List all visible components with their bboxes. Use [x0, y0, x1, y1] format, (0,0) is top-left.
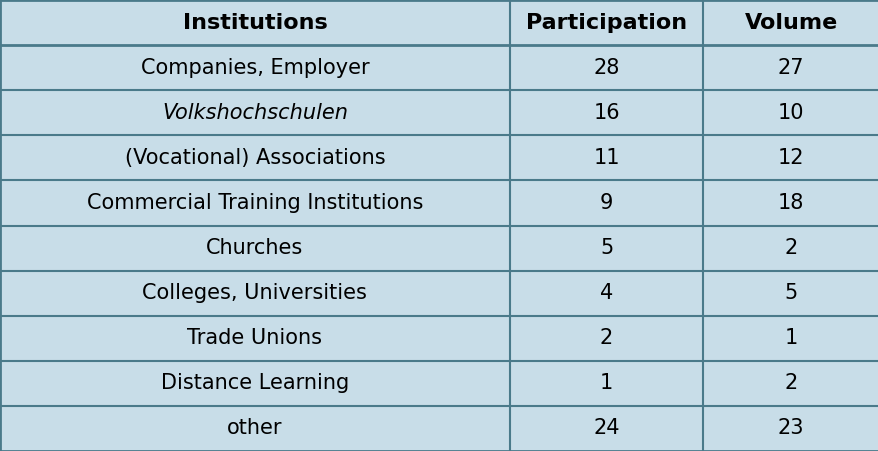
Text: 11: 11 [593, 148, 619, 168]
Text: 4: 4 [599, 283, 613, 303]
Text: 5: 5 [599, 238, 613, 258]
Text: 23: 23 [777, 419, 803, 438]
Text: 5: 5 [783, 283, 797, 303]
Text: Commercial Training Institutions: Commercial Training Institutions [87, 193, 422, 213]
Text: Colleges, Universities: Colleges, Universities [142, 283, 367, 303]
Text: 1: 1 [599, 373, 613, 393]
Text: Companies, Employer: Companies, Employer [140, 58, 369, 78]
Text: 1: 1 [783, 328, 797, 348]
Text: (Vocational) Associations: (Vocational) Associations [125, 148, 385, 168]
Text: Churches: Churches [206, 238, 303, 258]
Text: other: other [227, 419, 283, 438]
Text: 16: 16 [593, 103, 619, 123]
Text: 10: 10 [777, 103, 803, 123]
Text: 24: 24 [593, 419, 619, 438]
Text: 2: 2 [783, 238, 797, 258]
Text: Trade Unions: Trade Unions [187, 328, 322, 348]
Text: 12: 12 [777, 148, 803, 168]
Text: 2: 2 [599, 328, 613, 348]
Text: 28: 28 [593, 58, 619, 78]
Text: Participation: Participation [525, 13, 687, 32]
Text: Distance Learning: Distance Learning [161, 373, 349, 393]
Text: Institutions: Institutions [183, 13, 327, 32]
Text: Volkshochschulen: Volkshochschulen [162, 103, 348, 123]
Text: 18: 18 [777, 193, 803, 213]
Text: Volume: Volume [744, 13, 837, 32]
Text: 9: 9 [599, 193, 613, 213]
Text: 27: 27 [777, 58, 803, 78]
Text: 2: 2 [783, 373, 797, 393]
